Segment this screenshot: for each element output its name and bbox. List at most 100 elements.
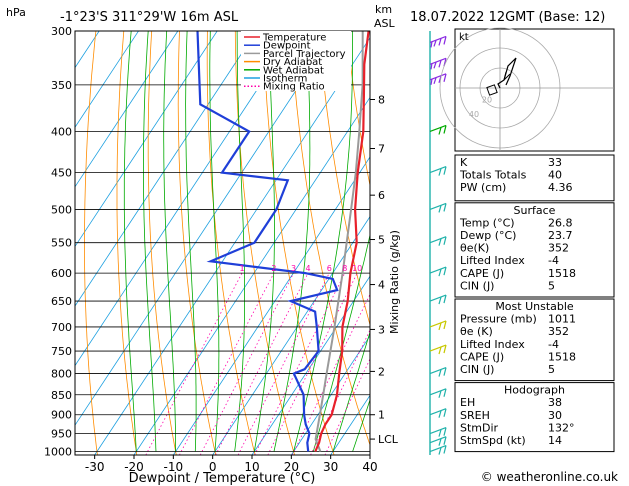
legend-entry: Dry Adiabat (263, 57, 322, 68)
isotherm-line (75, 31, 179, 188)
wind-barb (429, 408, 447, 418)
table-row-value: 5 (548, 279, 555, 292)
x-axis-title: Dewpoint / Temperature (°C) (129, 471, 316, 486)
mixing-ratio-line (292, 293, 370, 455)
mixing-ratio-line (179, 272, 275, 455)
table-row-value: 14 (548, 434, 562, 447)
wind-profile (429, 31, 447, 455)
table-block (454, 202, 615, 298)
temperature-axis: -30 -20 -10 0 10 20 30 40 (85, 455, 378, 474)
wind-barb (429, 367, 447, 377)
table-row-label: Lifted Index (460, 254, 525, 267)
mixing-ratio-label: 10 (352, 264, 362, 273)
pressure-tick-label: 350 (51, 79, 72, 92)
table-row-label: Temp (°C) (459, 216, 515, 229)
table-row-value: 1011 (548, 313, 576, 326)
mixing-ratio-label: 8 (342, 264, 347, 273)
km-tick-label: 2 (378, 365, 385, 378)
isotherm-line (75, 31, 139, 128)
km-tick-label: 5 (378, 234, 385, 247)
legend-entry: Mixing Ratio (263, 82, 325, 93)
wet-adiabat-line (273, 31, 311, 452)
table-row-value: 5 (548, 363, 555, 376)
table-block (454, 298, 615, 382)
wind-barb (429, 294, 447, 305)
copyright: © weatheronline.co.uk (481, 470, 618, 484)
mixing-ratio-lines (145, 272, 370, 455)
wind-barb (429, 427, 447, 437)
legend-entry: Dewpoint (263, 41, 311, 52)
mixing-ratio-label: 6 (327, 264, 332, 273)
wind-barb (429, 236, 447, 246)
pressure-tick-label: 750 (51, 345, 72, 358)
dewpoint-line (196, 31, 339, 452)
mixing-ratio-label: 2 (271, 264, 276, 273)
datetime-title: 18.07.2022 12GMT (Base: 12) (410, 10, 605, 25)
pressure-tick-label: 300 (51, 25, 72, 38)
table-row-label: StmDir (460, 421, 499, 434)
table-row-value: 30 (548, 409, 562, 422)
wet-adiabat-line (185, 31, 197, 452)
mixing-ratio-axis-title: Mixing Ratio (g/kg) (388, 230, 401, 334)
pressure-tick-label: 900 (51, 409, 72, 422)
table-row-value: 4.36 (548, 181, 573, 194)
dry-adiabat-line (346, 31, 370, 188)
location-title: -1°23'S 311°29'W 16m ASL (60, 10, 239, 25)
hodograph-arrow (503, 71, 511, 81)
table-row-label: CAPE (J) (460, 267, 504, 280)
table-row-value: 1518 (548, 267, 576, 280)
wind-barb (429, 320, 447, 331)
pressure-tick-label: 800 (51, 368, 72, 381)
temperature-line (314, 31, 370, 452)
isobars (75, 31, 370, 452)
wind-barb (429, 388, 447, 398)
wet-adiabat-line (143, 31, 157, 452)
legend-entry: Parcel Trajectory (263, 49, 346, 60)
hodograph-trace (497, 57, 517, 89)
mixing-ratio-label: 1 (239, 264, 244, 273)
x-tick-label: 10 (244, 460, 259, 474)
profiles (196, 31, 370, 452)
stability-tables: K 33 Totals Totals 40 PW (cm) 4.36 SurfaceTemp… (454, 154, 615, 453)
hodograph-ring-label: 40 (469, 110, 479, 119)
x-tick-label: -20 (124, 460, 144, 474)
wet-adiabat-line (253, 31, 275, 452)
table-row-label: Dewp (°C) (460, 229, 516, 242)
hpa-label: hPa (6, 6, 26, 19)
pressure-tick-label: 850 (51, 389, 72, 402)
table-row-label: CIN (J) (460, 363, 494, 376)
table-title: Most Unstable (495, 300, 574, 313)
wind-barb (429, 166, 447, 176)
pressure-tick-label: 700 (51, 321, 72, 334)
legend-entry: Wet Adiabat (263, 65, 324, 76)
pressure-tick-label: 650 (51, 295, 72, 308)
table-row-label: PW (cm) (460, 181, 506, 194)
table-row-label: CIN (J) (460, 279, 494, 292)
mixing-ratio-line (237, 272, 330, 455)
mixing-ratio-line (267, 272, 358, 455)
hodograph-ring-label: 20 (482, 95, 492, 104)
mixing-ratio-label: 4 (306, 264, 311, 273)
table-row-value: 38 (548, 396, 562, 409)
x-tick-label: -10 (164, 460, 184, 474)
wind-barb (429, 444, 447, 455)
wind-barb (429, 35, 447, 48)
table-row-value: 26.8 (548, 216, 573, 229)
x-tick-label: 20 (284, 460, 299, 474)
pressure-tick-label: 400 (51, 125, 72, 138)
table-row-label: EH (460, 396, 475, 409)
dry-adiabat-line (318, 31, 370, 327)
pressure-tick-label: 600 (51, 267, 72, 280)
table-row-label: StmSpd (kt) (460, 434, 526, 447)
mixing-ratio-line (215, 272, 309, 455)
table-row-value: 40 (548, 169, 562, 182)
x-tick-label: 30 (323, 460, 338, 474)
table-row-value: -4 (548, 338, 559, 351)
dry-adiabat-line (177, 31, 217, 455)
wind-barb (429, 436, 447, 446)
wind-barb (429, 124, 447, 135)
table-row-value: -4 (548, 254, 559, 267)
